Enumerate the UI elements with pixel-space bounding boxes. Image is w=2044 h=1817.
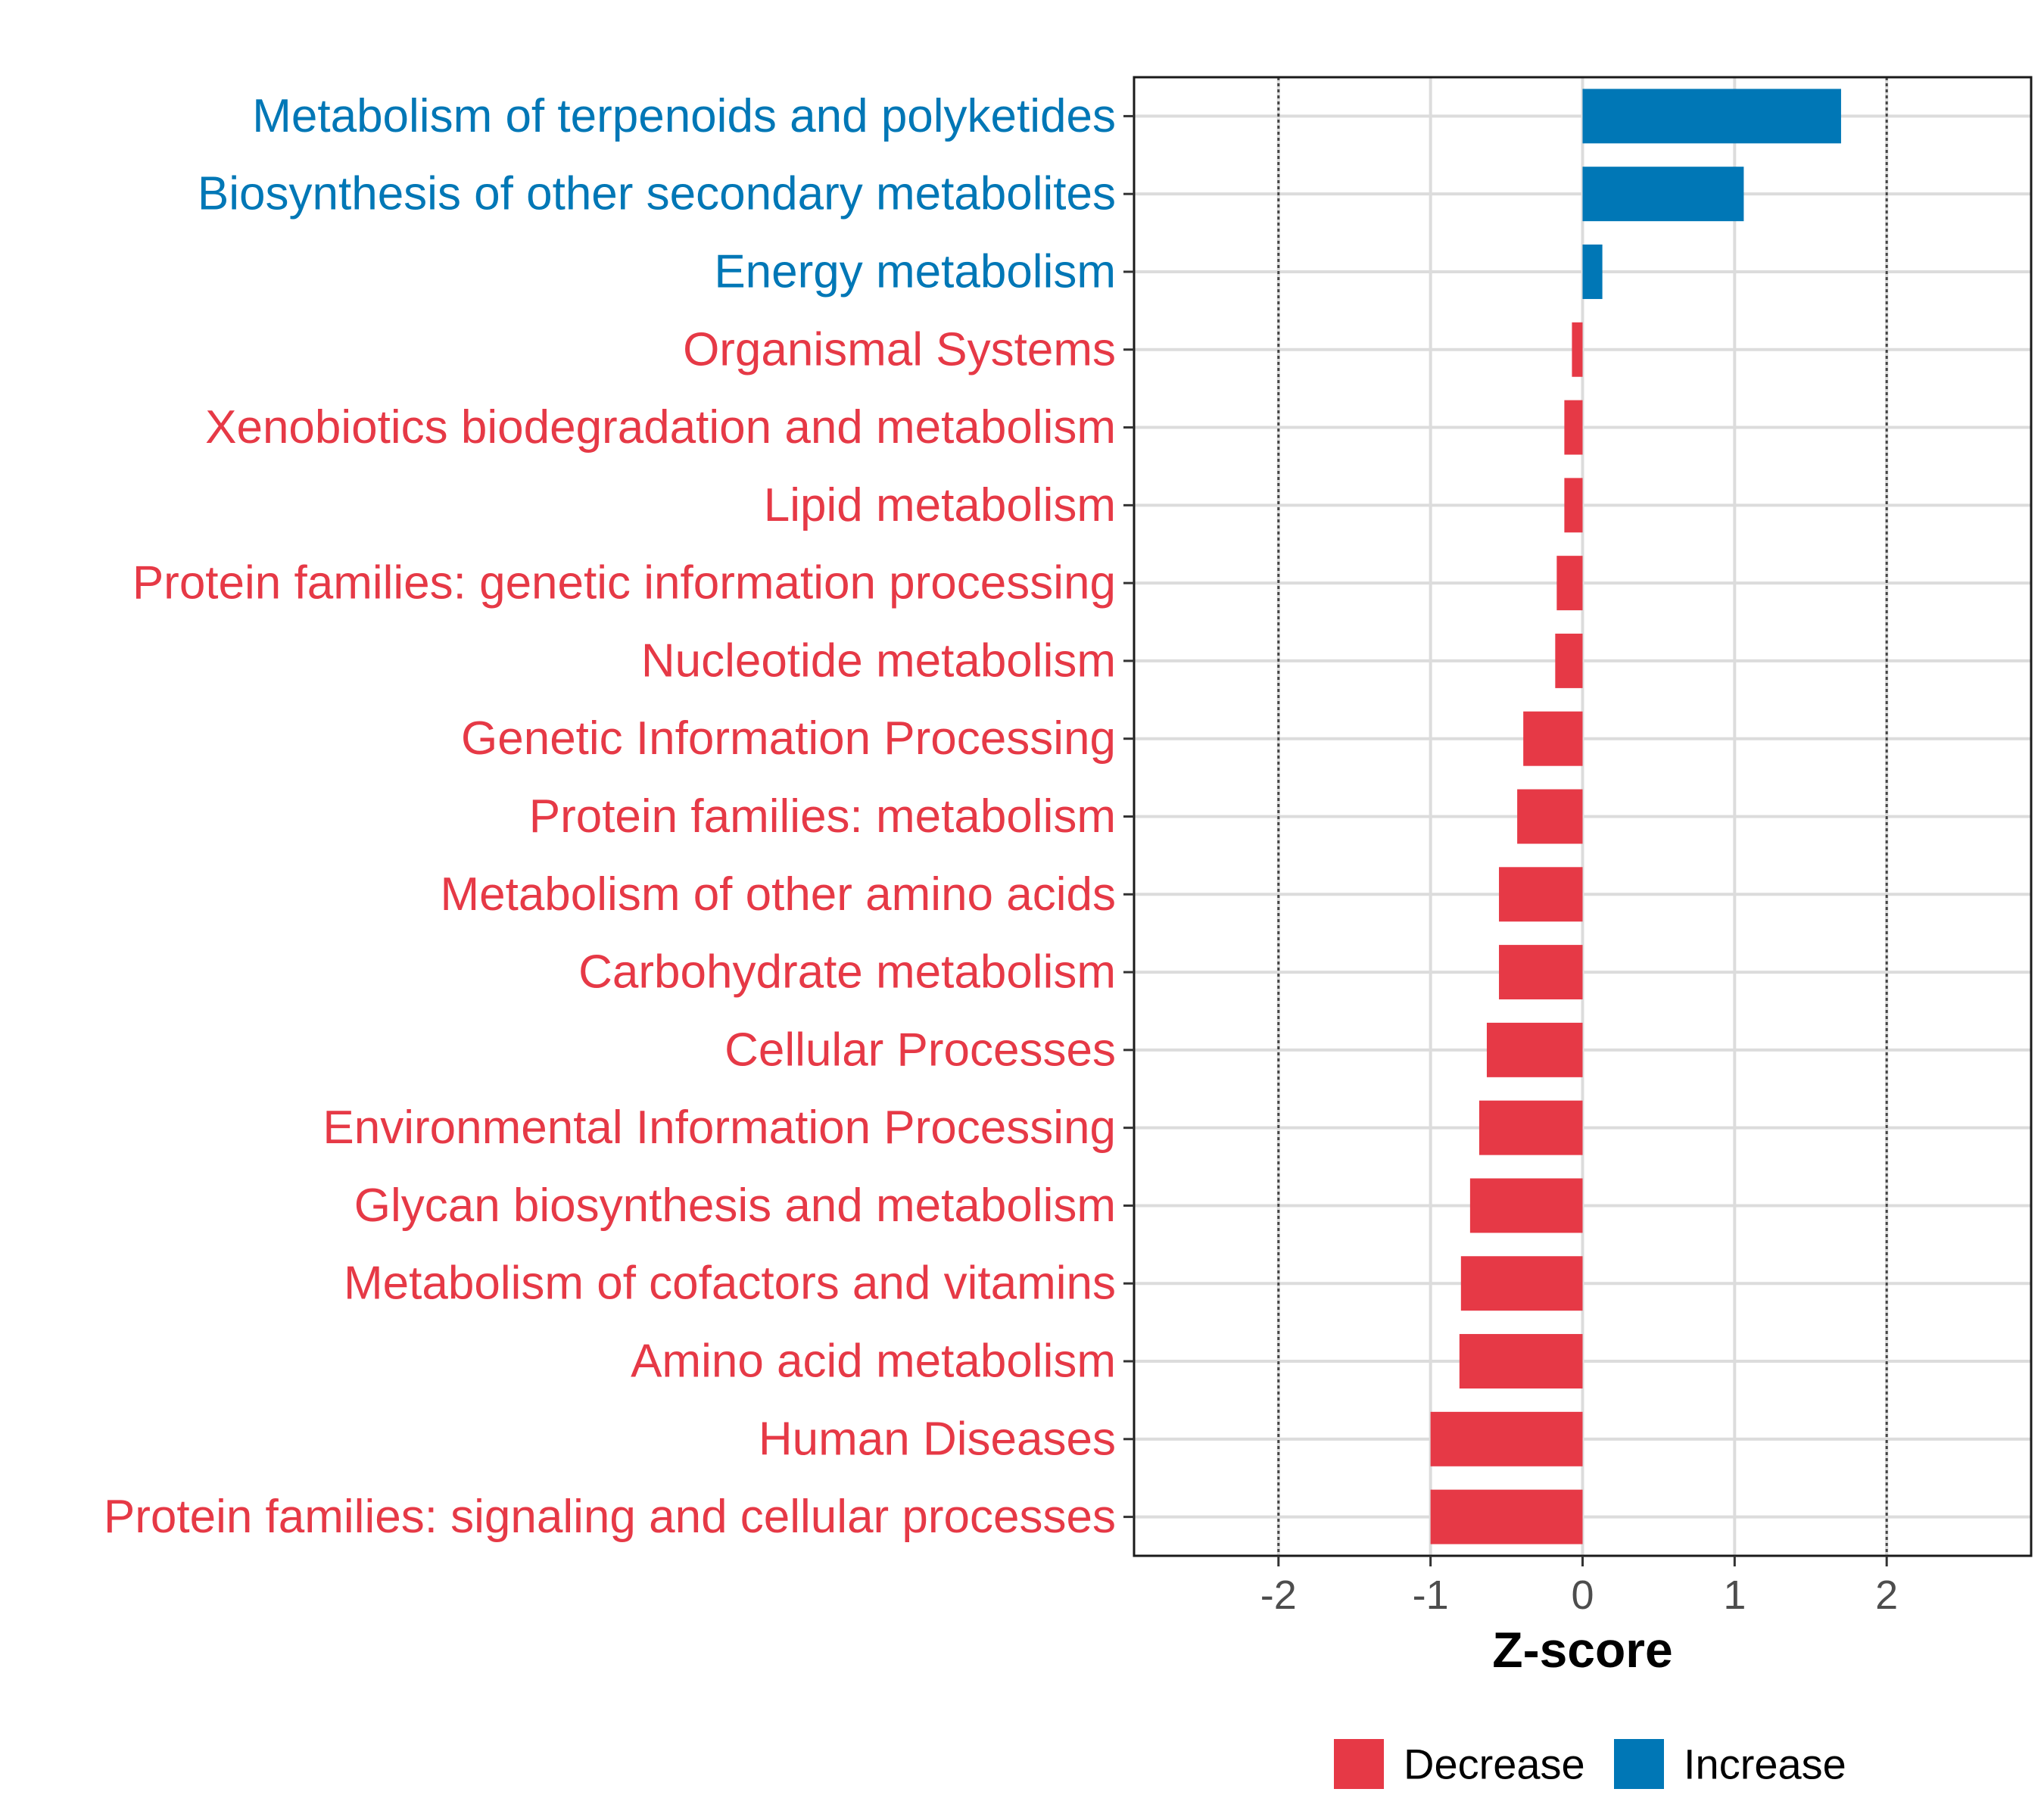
bar [1460,1256,1583,1311]
bar [1499,867,1583,922]
category-label: Protein families: genetic information pr… [132,557,1116,609]
bar [1459,1334,1583,1389]
bar [1555,633,1583,688]
category-label: Metabolism of other amino acids [440,868,1116,921]
bar [1582,89,1841,144]
y-axis-ticks [1123,114,1134,1519]
x-axis-title: Z-score [1492,1622,1672,1678]
category-label: Xenobiotics biodegradation and metabolis… [205,401,1116,453]
x-tick-label: 2 [1875,1572,1898,1618]
category-label: Human Diseases [759,1413,1116,1465]
category-label: Glycan biosynthesis and metabolism [354,1180,1116,1232]
legend-swatch [1614,1739,1664,1789]
bar [1572,322,1583,377]
x-axis-labels: -2 -1 0 1 2 [1260,1572,1898,1618]
bar [1517,789,1583,844]
bar [1582,167,1744,222]
category-label: Environmental Information Processing [322,1102,1116,1154]
category-label: Genetic Information Processing [461,712,1116,765]
legend-label: Decrease [1404,1741,1585,1788]
category-label: Metabolism of cofactors and vitamins [344,1258,1116,1310]
bar [1564,478,1583,533]
bar [1582,244,1603,299]
bar [1486,1022,1583,1077]
x-axis-ticks [1277,1556,1888,1566]
bar [1430,1489,1583,1544]
category-label: Protein families: signaling and cellular… [104,1491,1116,1543]
category-label: Amino acid metabolism [631,1335,1116,1388]
bar [1469,1178,1583,1233]
category-label: Metabolism of terpenoids and polyketides [252,90,1116,142]
bars [1430,89,1841,1544]
category-label: Organismal Systems [683,323,1116,376]
x-tick-label: -1 [1413,1572,1449,1618]
bar [1499,945,1583,1000]
y-axis-labels: Metabolism of terpenoids and polyketides… [104,90,1116,1543]
bar [1478,1100,1583,1155]
bar [1556,556,1583,611]
legend: Decrease Increase [1334,1739,1846,1789]
x-tick-label: -2 [1260,1572,1297,1618]
legend-swatch [1334,1739,1384,1789]
legend-label: Increase [1684,1741,1846,1788]
category-label: Lipid metabolism [764,479,1116,531]
x-tick-label: 0 [1571,1572,1594,1618]
bar [1430,1411,1583,1466]
category-label: Protein families: metabolism [529,790,1116,843]
category-label: Energy metabolism [714,245,1116,298]
bar [1523,711,1583,766]
category-label: Carbohydrate metabolism [578,946,1116,999]
bar [1564,400,1583,455]
x-tick-label: 1 [1723,1572,1746,1618]
category-label: Nucleotide metabolism [641,634,1116,687]
category-label: Biosynthesis of other secondary metaboli… [198,168,1116,220]
category-label: Cellular Processes [724,1024,1116,1076]
reference-lines [1277,77,1888,1556]
